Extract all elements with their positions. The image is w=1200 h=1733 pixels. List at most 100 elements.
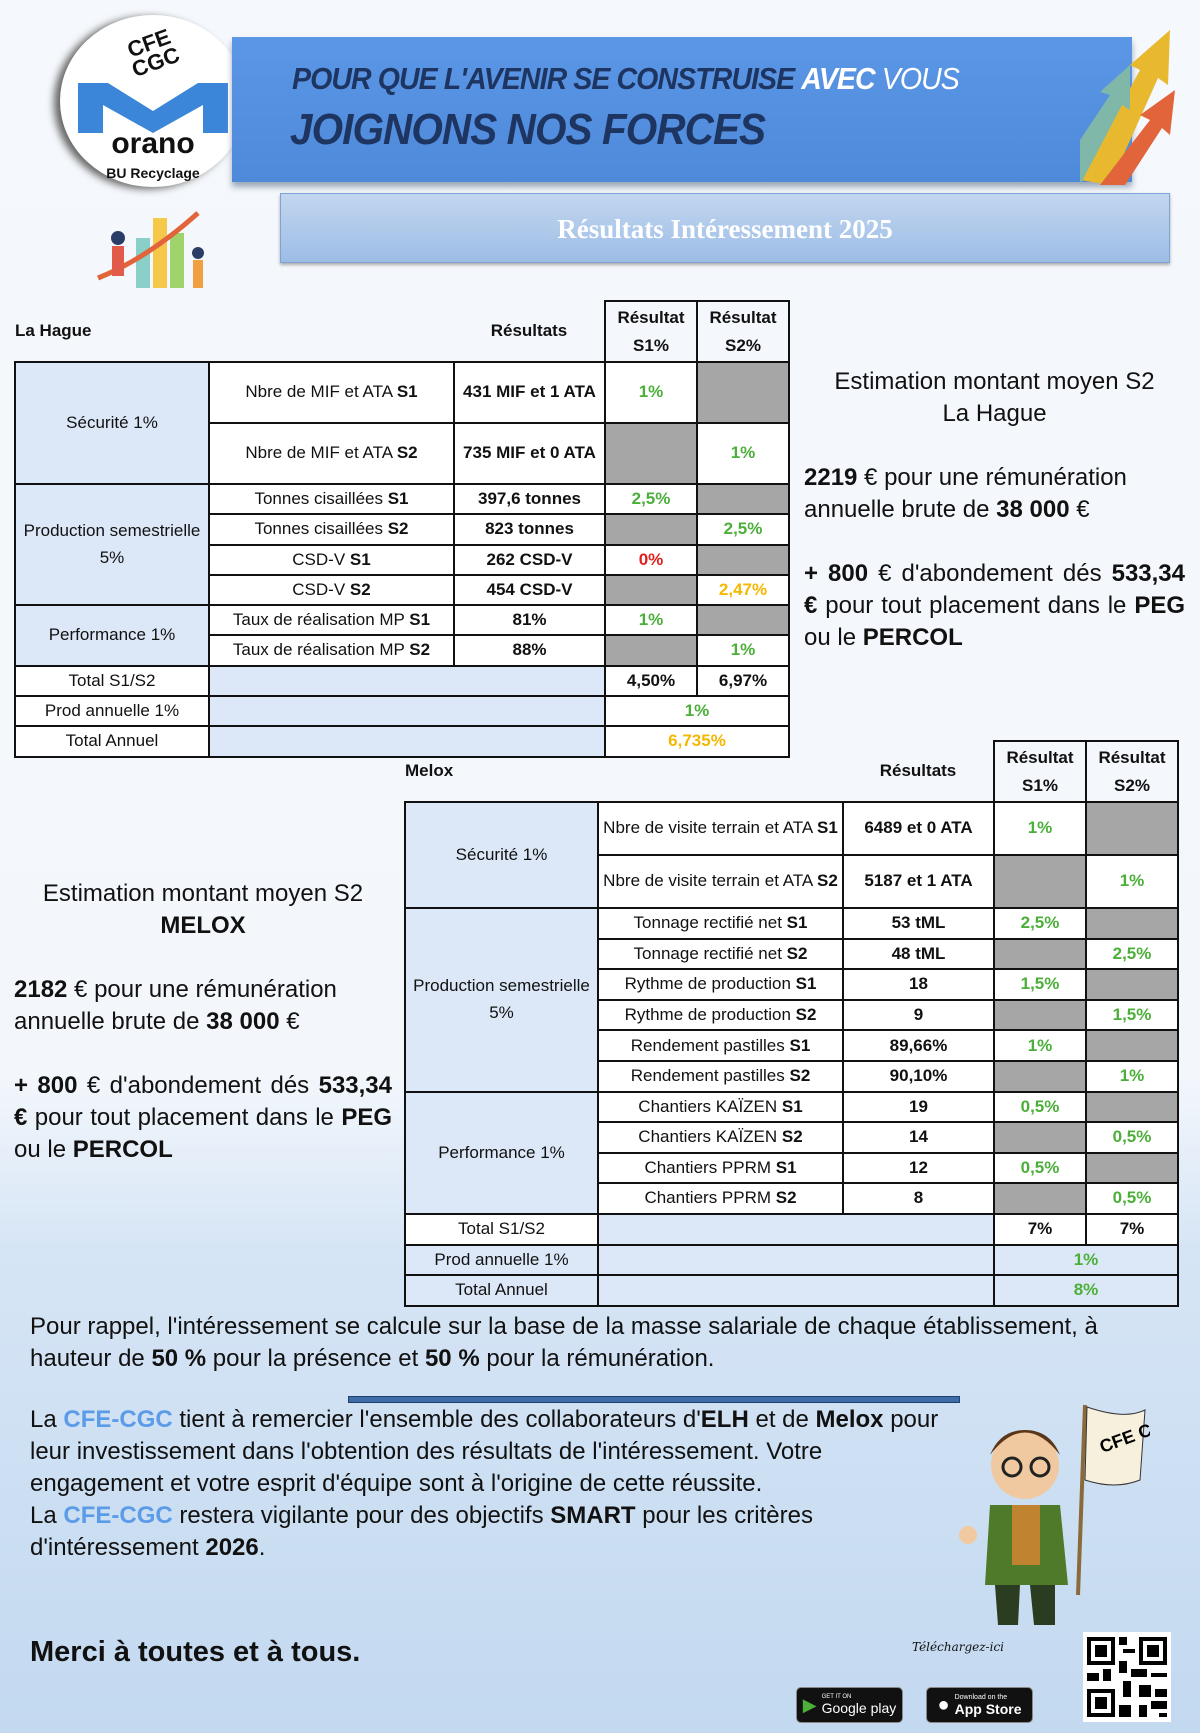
table-row: Rythme de production S1 18 1,5% [405, 968, 1179, 1001]
total-label: Prod annuelle 1% [404, 1243, 599, 1277]
cfe-cgc-orano-logo: CFE CGC orano BU Recyclage [60, 15, 246, 187]
qr-code[interactable] [1083, 1632, 1171, 1722]
indicator-label: Chantiers KAÏZEN S1 [597, 1090, 844, 1124]
table-row: Tonnes cisaillées S2 823 tonnes 2,5% [15, 513, 790, 546]
total-label: Prod annuelle 1% [14, 695, 210, 728]
total-label: Total Annuel [404, 1274, 599, 1307]
s2-percentage: 0,5% [1085, 1121, 1179, 1154]
indicator-label: Tonnage rectifié net S1 [597, 907, 844, 940]
total-row: Total S1/S2 4,50% 6,97% [14, 664, 790, 698]
indicator-label: Tonnes cisaillées S1 [208, 482, 455, 516]
indicator-label: CSD-V S2 [208, 573, 455, 607]
indicator-result: 14 [842, 1121, 995, 1154]
s2-empty-cell [1085, 1090, 1179, 1124]
indicator-result: 454 CSD-V [453, 573, 606, 607]
total-value: 1% [604, 695, 790, 728]
s1-empty-cell [993, 937, 1087, 971]
results-header: Résultats [879, 760, 957, 780]
indicator-label: Nbre de visite terrain et ATA S2 [597, 854, 844, 909]
indicator-result: 8 [842, 1182, 995, 1215]
s1-empty-cell [604, 513, 698, 546]
s2-empty-cell [696, 543, 790, 576]
s1-empty-cell [604, 634, 698, 667]
app-store-button[interactable]: ● Download on the App Store [926, 1687, 1033, 1723]
google-play-button[interactable]: ▶ GET IT ON Google play [796, 1687, 903, 1723]
s1-empty-cell [993, 1121, 1087, 1154]
indicator-label: Tonnes cisaillées S2 [208, 513, 455, 546]
s2-percentage: 2,5% [696, 513, 790, 546]
teamwork-illustration [97, 211, 204, 288]
total-spacer [208, 695, 606, 728]
s1-percentage: 1% [604, 361, 698, 424]
total-spacer [597, 1212, 995, 1246]
growth-arrows-icon [1080, 30, 1175, 185]
s2-header: Résultat S2% [1085, 740, 1179, 803]
total-label: Total S1/S2 [14, 664, 210, 698]
table-header: Melox Résultats Résultat S1% Résultat S2% [405, 740, 1179, 803]
s2-percentage: 1% [1085, 1059, 1179, 1093]
table-row: Chantiers PPRM S1 12 0,5% [405, 1151, 1179, 1185]
indicator-result: 18 [842, 968, 995, 1001]
total-s2: 6,97% [696, 664, 790, 698]
criterion-group: Production semestrielle 5% [14, 482, 210, 607]
slogan-banner: POUR QUE L'AVENIR SE CONSTRUISE AVEC VOU… [232, 37, 1132, 182]
s2-percentage: 1% [696, 422, 790, 485]
s2-percentage: 1% [696, 634, 790, 667]
table-row: Performance 1% Taux de réalisation MP S1 8… [14, 604, 790, 667]
site-name: La Hague [15, 320, 92, 340]
table-row: Sécurité 1% Nbre de visite terrain et ATA… [404, 801, 1179, 909]
page-title: Résultats Intéressement 2025 [280, 193, 1170, 263]
s2-empty-cell [1085, 1029, 1179, 1062]
indicator-label: Chantiers KAÏZEN S2 [597, 1121, 844, 1154]
table-row: Taux de réalisation MP S2 88% 1% [15, 634, 790, 667]
mascot-with-flag-illustration: CFE CGC [959, 1404, 1150, 1625]
total-label: Total S1/S2 [404, 1212, 599, 1246]
total-row: Total S1/S2 7% 7% [404, 1212, 1179, 1246]
download-here-label: Téléchargez-ici [912, 1640, 1005, 1654]
total-spacer [597, 1274, 995, 1307]
table-row: Nbre de visite terrain et ATA S2 5187 et … [405, 854, 1179, 909]
results-header: Résultats [490, 320, 568, 340]
s1-percentage: 1,5% [993, 968, 1087, 1001]
table-row: Rendement pastilles S2 90,10% 1% [405, 1059, 1179, 1093]
indicator-label: Rythme de production S1 [597, 968, 844, 1001]
table-row: Performance 1% Chantiers KAÏZEN S1 19 0,5% [404, 1090, 1179, 1215]
s1-percentage: 2,5% [993, 907, 1087, 940]
s2-percentage: 1,5% [1085, 998, 1179, 1032]
s2-percentage: 2,47% [696, 573, 790, 607]
criterion-group: Sécurité 1% [14, 361, 210, 485]
s1-empty-cell [993, 854, 1087, 909]
s2-empty-cell [696, 604, 790, 637]
table-row: CSD-V S1 262 CSD-V 0% [15, 543, 790, 576]
table-row: Sécurité 1% Nbre de MIF et ATA S1 431 MIF … [14, 361, 790, 485]
table-row: Production semestrielle 5% Tonnage rectif… [404, 907, 1179, 1093]
total-label: Total Annuel [14, 725, 210, 758]
total-row: Prod annuelle 1% 1% [14, 695, 790, 728]
closing-text: Merci à toutes et à tous. [30, 1636, 361, 1668]
indicator-result: 88% [453, 634, 606, 667]
s1-empty-cell [993, 1182, 1087, 1215]
s2-percentage: 2,5% [1085, 937, 1179, 971]
total-row: Total Annuel 8% [404, 1274, 1179, 1307]
total-spacer [208, 664, 606, 698]
table-row: Chantiers PPRM S2 8 0,5% [405, 1182, 1179, 1215]
criterion-group: Sécurité 1% [404, 801, 599, 909]
google-play-icon: ▶ [802, 1694, 817, 1715]
reminder-text: Pour rappel, l'intéressement se calcule … [30, 1313, 1098, 1372]
indicator-result: 431 MIF et 1 ATA [453, 361, 606, 424]
s2-empty-cell [1085, 801, 1179, 856]
indicator-label: Chantiers PPRM S2 [597, 1182, 844, 1215]
s2-empty-cell [1085, 907, 1179, 940]
indicator-label: Chantiers PPRM S1 [597, 1151, 844, 1185]
table-row: Chantiers KAÏZEN S2 14 0,5% [405, 1121, 1179, 1154]
indicator-result: 53 tML [842, 907, 995, 940]
indicator-result: 89,66% [842, 1029, 995, 1062]
s1-empty-cell [993, 1059, 1087, 1093]
indicator-label: Rendement pastilles S2 [597, 1059, 844, 1093]
indicator-result: 397,6 tonnes [453, 482, 606, 516]
indicator-label: Taux de réalisation MP S2 [208, 634, 455, 667]
s2-empty-cell [696, 361, 790, 424]
criterion-group: Production semestrielle 5% [404, 907, 599, 1093]
indicator-label: Taux de réalisation MP S1 [208, 604, 455, 637]
s1-percentage: 1% [993, 1029, 1087, 1062]
